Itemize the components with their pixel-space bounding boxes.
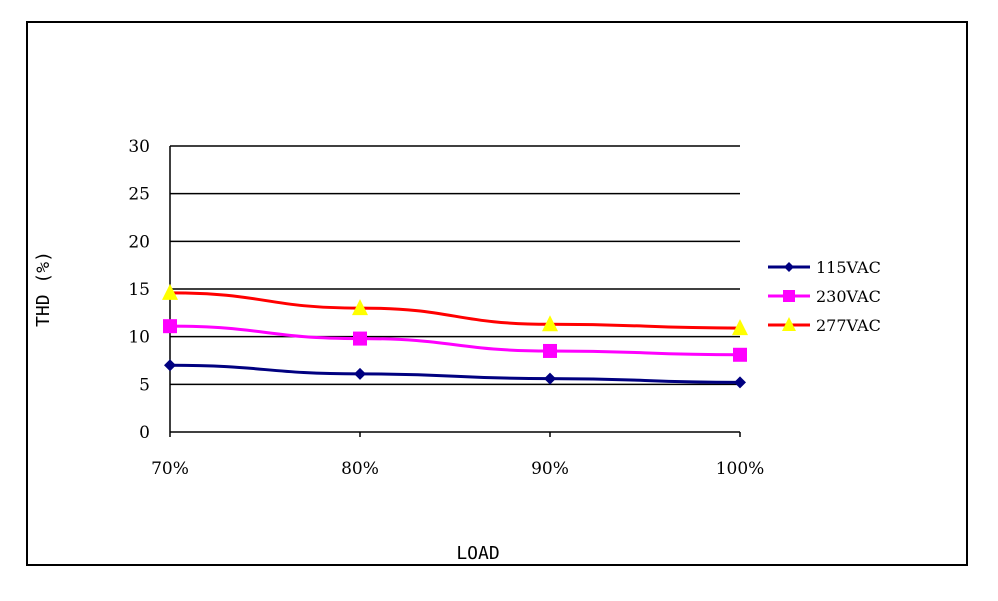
legend-label: 115VAC [816, 258, 881, 277]
y-tick-label: 15 [128, 280, 150, 300]
legend-swatch-marker [784, 262, 794, 272]
legend: 115VAC 230VAC 277VAC [768, 258, 881, 335]
data-point-277vac [352, 299, 368, 316]
data-point-115vac [354, 367, 366, 380]
y-tick-label: 30 [128, 137, 150, 157]
label-layer: 0 5 10 15 20 25 30 70% 80% 90% 100% [128, 137, 764, 479]
x-tick-label: 70% [151, 459, 189, 479]
series-line-115vac [169, 363, 741, 384]
axis-layer [169, 146, 741, 437]
legend-label: 277VAC [816, 316, 881, 335]
data-point-277vac [542, 315, 558, 332]
y-tick-label: 5 [139, 375, 150, 395]
data-point-115vac [544, 372, 556, 385]
data-point-277vac [162, 283, 178, 300]
legend-item-115vac: 115VAC [768, 258, 881, 277]
x-tick-label: 80% [341, 459, 379, 479]
data-point-277vac [732, 319, 748, 336]
y-axis-title: THD (%) [33, 251, 54, 327]
series-line-230vac [169, 324, 741, 357]
legend-item-230vac: 230VAC [768, 287, 881, 306]
data-point-230vac [543, 343, 557, 358]
data-point-115vac [734, 376, 746, 389]
y-tick-label: 20 [128, 232, 150, 252]
x-tick-label: 100% [716, 459, 765, 479]
series-line-277vac [169, 291, 741, 330]
data-point-230vac [163, 319, 177, 334]
y-tick-label: 10 [128, 328, 150, 348]
data-point-115vac [164, 359, 176, 372]
legend-item-277vac: 277VAC [768, 316, 881, 335]
legend-label: 230VAC [816, 287, 881, 306]
series-layer [162, 283, 748, 389]
y-tick-label: 0 [139, 423, 150, 443]
grid-layer [170, 145, 740, 386]
x-tick-label: 90% [531, 459, 569, 479]
data-point-230vac [733, 347, 747, 362]
legend-swatch-marker [782, 317, 796, 331]
data-point-230vac [353, 331, 367, 346]
legend-swatch-marker [783, 290, 795, 302]
x-axis-title: LOAD [456, 543, 499, 564]
y-tick-label: 25 [128, 185, 150, 205]
